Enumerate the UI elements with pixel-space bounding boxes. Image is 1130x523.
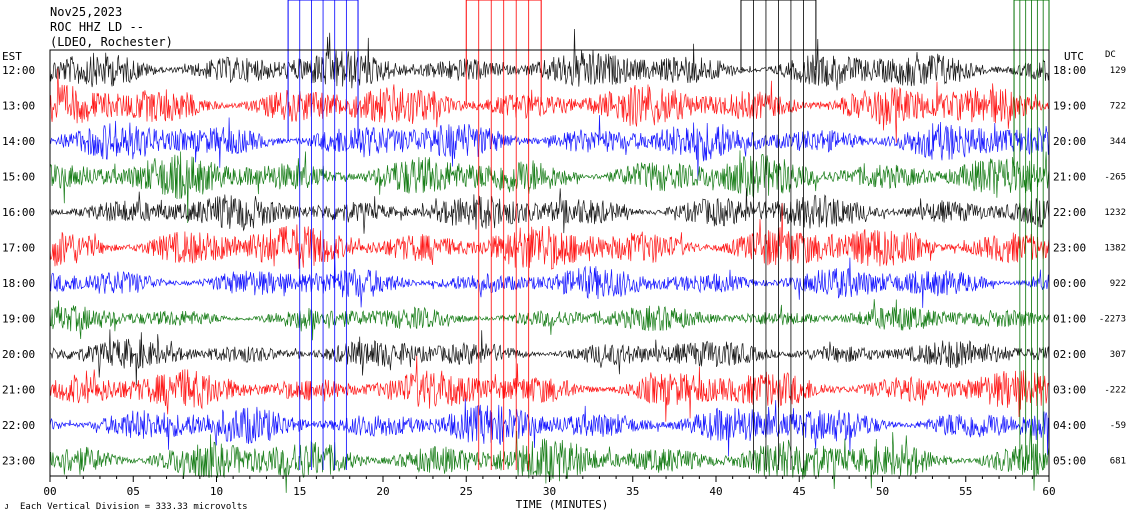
clipped-burst-outline	[740, 0, 817, 70]
est-hour-label: 19:00	[2, 313, 35, 326]
x-tick-label: 60	[1042, 485, 1055, 498]
dc-header: DC	[1105, 50, 1116, 60]
dc-offset-label: -2273	[1099, 315, 1126, 325]
clipped-burst-outline	[287, 0, 359, 141]
left-zone-label: EST	[2, 50, 22, 63]
x-tick-label: 15	[293, 485, 306, 498]
header-station: ROC HHZ LD --	[50, 20, 144, 34]
est-hour-label: 13:00	[2, 100, 35, 113]
trace-row	[49, 398, 1050, 457]
trace-row	[49, 425, 1050, 493]
right-zone-label: UTC	[1064, 50, 1084, 63]
x-tick-label: 35	[626, 485, 639, 498]
seismic-traces	[49, 28, 1050, 493]
utc-hour-label: 02:00	[1053, 348, 1086, 361]
utc-hour-label: 01:00	[1053, 313, 1086, 326]
dc-offset-label: -59	[1110, 421, 1126, 431]
x-axis-ticks: 00 05 10 15 20 25 30 35 40 45 50 55 60	[43, 476, 1056, 498]
x-tick-label: 40	[709, 485, 722, 498]
dc-offset-label: 922	[1110, 279, 1126, 289]
dc-offset-label: 1382	[1104, 244, 1126, 254]
utc-hour-label: 19:00	[1053, 100, 1086, 113]
x-tick-label: 20	[376, 485, 389, 498]
footer-note: Each Vertical Division = 333.33 microvol…	[20, 502, 248, 512]
est-hour-label: 17:00	[2, 242, 35, 255]
utc-hour-label: 03:00	[1053, 384, 1086, 397]
utc-hour-label: 00:00	[1053, 277, 1086, 290]
trace-row	[49, 188, 1050, 234]
trace-row	[49, 203, 1050, 270]
est-hour-label: 23:00	[2, 455, 35, 468]
dc-offset-label: 1232	[1104, 208, 1126, 218]
est-hour-label: 15:00	[2, 171, 35, 184]
left-hour-labels: 12:00 13:00 14:00 15:00 16:00 17:00 18:00 19:00…	[2, 64, 35, 468]
dc-offset-label: -222	[1104, 386, 1126, 396]
scale-marker-icon: ᴊ	[4, 502, 9, 512]
utc-hour-label: 20:00	[1053, 135, 1086, 148]
utc-hour-label: 18:00	[1053, 64, 1086, 77]
est-hour-label: 22:00	[2, 419, 35, 432]
x-tick-label: 05	[127, 485, 140, 498]
trace-row	[49, 68, 1050, 143]
trace-row	[49, 355, 1050, 422]
dc-offset-label: 307	[1110, 350, 1126, 360]
utc-hour-label: 05:00	[1053, 455, 1086, 468]
trace-row	[49, 299, 1050, 341]
x-tick-label: 00	[43, 485, 56, 498]
dc-offset-label: -265	[1104, 173, 1126, 183]
est-hour-label: 21:00	[2, 384, 35, 397]
trace-row	[49, 28, 1050, 91]
x-tick-label: 30	[543, 485, 556, 498]
clipped-bursts	[287, 0, 1050, 470]
est-hour-label: 20:00	[2, 348, 35, 361]
header-date: Nov25,2023	[50, 5, 122, 19]
right-hour-labels: 18:00 19:00 20:00 21:00 22:00 23:00 00:00 01:00…	[1053, 64, 1086, 468]
dc-offset-labels: 129 722 344 -265 1232 1382 922 -2273 307 -222 -59 6…	[1099, 66, 1126, 467]
dc-offset-label: 722	[1110, 102, 1126, 112]
trace-row	[49, 150, 1050, 224]
est-hour-label: 16:00	[2, 206, 35, 219]
trace-row	[49, 329, 1050, 386]
x-tick-label: 25	[460, 485, 473, 498]
x-tick-label: 50	[876, 485, 889, 498]
est-hour-label: 14:00	[2, 135, 35, 148]
x-tick-label: 45	[793, 485, 806, 498]
trace-row	[49, 253, 1050, 308]
x-axis-title: TIME (MINUTES)	[516, 498, 609, 511]
utc-hour-label: 23:00	[1053, 242, 1086, 255]
x-tick-label: 55	[959, 485, 972, 498]
dc-offset-label: 129	[1110, 66, 1126, 76]
est-hour-label: 12:00	[2, 64, 35, 77]
utc-hour-label: 21:00	[1053, 171, 1086, 184]
dc-offset-label: 681	[1110, 457, 1126, 467]
trace-row	[49, 115, 1050, 181]
header-network: (LDEO, Rochester)	[50, 35, 173, 49]
utc-hour-label: 04:00	[1053, 419, 1086, 432]
dc-offset-label: 344	[1110, 137, 1126, 147]
x-tick-label: 10	[210, 485, 223, 498]
utc-hour-label: 22:00	[1053, 206, 1086, 219]
est-hour-label: 18:00	[2, 277, 35, 290]
clipped-burst-outline	[465, 0, 542, 106]
